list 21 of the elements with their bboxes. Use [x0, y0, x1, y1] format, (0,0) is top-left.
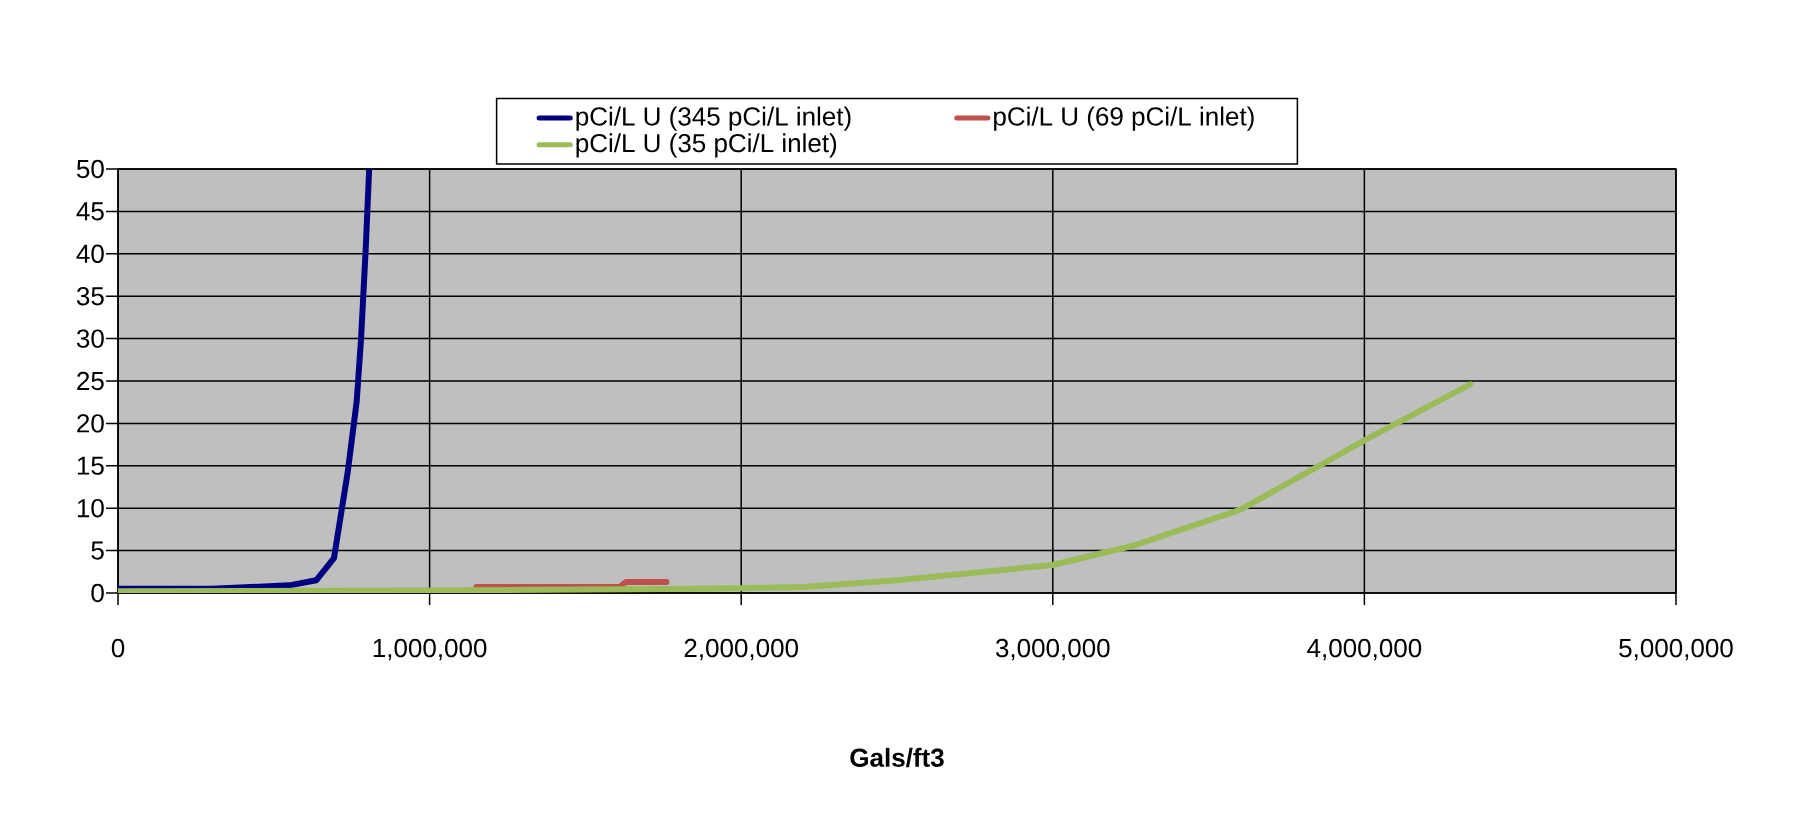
y-tick-label: 45	[76, 202, 104, 221]
y-tick-label: 5	[91, 541, 104, 560]
y-tick-label: 20	[77, 414, 104, 433]
y-tick-label: 10	[77, 498, 104, 518]
x-tick-label: 1,000,000	[373, 638, 487, 661]
x-tick-label: 3,000,000	[995, 638, 1110, 661]
y-tick-label: 40	[76, 244, 104, 263]
y-tick-label: 50	[76, 159, 104, 179]
legend-label: pCi/L U (35 pCi/L inlet)	[576, 133, 837, 158]
y-tick-label: 35	[76, 286, 104, 306]
y-tick-label: 0	[91, 583, 104, 603]
x-tick-label: 5,000,000	[1619, 638, 1733, 661]
x-tick-label: 4,000,000	[1307, 638, 1422, 661]
x-axis-title: Gals/ft3	[850, 747, 944, 768]
legend-label: pCi/L U (69 pCi/L inlet)	[994, 106, 1254, 131]
y-tick-label: 30	[76, 329, 104, 348]
x-tick-label: 2,000,000	[684, 638, 798, 661]
y-tick-label: 15	[77, 456, 104, 475]
y-tick-label: 25	[77, 371, 104, 391]
legend-label: pCi/L U (345 pCi/L inlet)	[576, 106, 851, 131]
x-tick-label: 0	[111, 638, 125, 658]
